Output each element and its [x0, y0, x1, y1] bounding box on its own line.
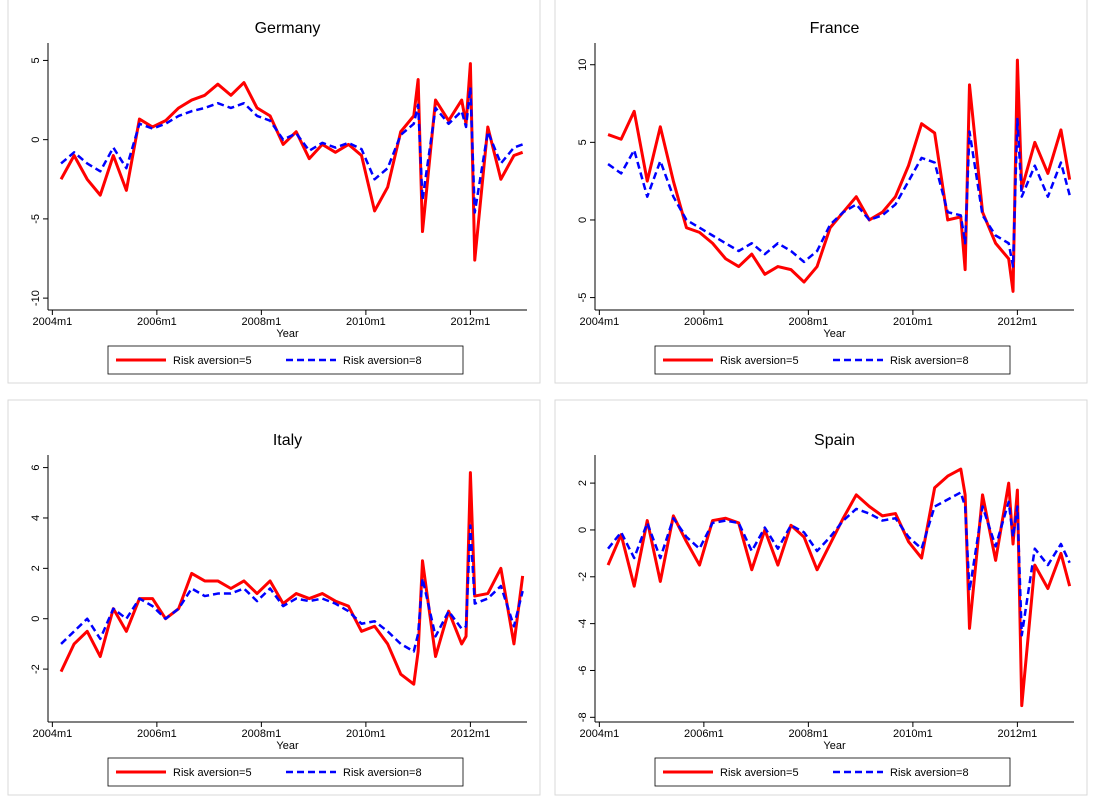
- panel-border: [554, 0, 1088, 384]
- x-tick-label: 2004m1: [32, 316, 72, 328]
- y-tick-label: 0: [577, 527, 589, 533]
- y-tick-label: -5: [30, 214, 42, 224]
- legend-label: Risk aversion=8: [343, 355, 422, 367]
- y-tick-label: -2: [30, 664, 42, 674]
- x-tick-label: 2012m1: [998, 316, 1038, 328]
- y-tick-label: 2: [577, 480, 589, 486]
- y-tick-label: -10: [30, 290, 42, 306]
- y-tick-label: -4: [577, 619, 589, 629]
- x-tick-label: 2008m1: [241, 728, 281, 740]
- chart-panel: France -5 0 5 10 2004m1 2006m1 2008m1 2010m1 2012…: [554, 0, 1088, 384]
- x-tick-label: 2004m1: [579, 316, 619, 328]
- legend-box: [107, 757, 464, 787]
- chart-panel: Italy -2 0 2 4 6 2004m1 2006m1 2008m1 2010m1 2012m…: [7, 399, 541, 796]
- y-tick-label: 10: [577, 59, 589, 71]
- x-axis-label: Year: [823, 740, 846, 752]
- series-line: [607, 491, 1071, 637]
- legend-label: Risk aversion=5: [173, 355, 252, 367]
- x-tick-label: 2012m1: [451, 316, 491, 328]
- legend-label: Risk aversion=5: [720, 767, 799, 779]
- x-tick-label: 2004m1: [579, 728, 619, 740]
- series-line: [60, 86, 524, 214]
- series-line: [59, 471, 525, 686]
- y-tick-label: 0: [30, 616, 42, 622]
- legend-label: Risk aversion=8: [890, 767, 969, 779]
- y-tick-label: 0: [577, 217, 589, 223]
- x-tick-label: 2008m1: [788, 316, 828, 328]
- y-tick-label: 0: [30, 137, 42, 143]
- x-tick-label: 2012m1: [998, 728, 1038, 740]
- x-tick-label: 2012m1: [451, 728, 491, 740]
- legend-label: Risk aversion=8: [343, 767, 422, 779]
- chart-title: Italy: [273, 432, 302, 449]
- chart-title: Spain: [814, 432, 855, 449]
- y-tick-label: -6: [577, 666, 589, 676]
- series-line: [607, 58, 1072, 293]
- series-line: [607, 117, 1071, 268]
- legend-label: Risk aversion=5: [720, 355, 799, 367]
- chart-title: Germany: [255, 20, 321, 37]
- x-tick-label: 2006m1: [684, 316, 724, 328]
- x-tick-label: 2006m1: [684, 728, 724, 740]
- y-tick-label: 5: [577, 139, 589, 145]
- y-tick-label: 6: [30, 465, 42, 471]
- chart-panel: Germany -10 -5 0 5 2004m1 2006m1 2008m1 2010m1 20…: [7, 0, 541, 384]
- legend-label: Risk aversion=8: [890, 355, 969, 367]
- x-axis-label: Year: [823, 328, 846, 340]
- y-tick-label: 5: [30, 57, 42, 63]
- x-tick-label: 2006m1: [137, 728, 177, 740]
- legend-box: [654, 345, 1011, 375]
- legend-box: [654, 757, 1011, 787]
- x-tick-label: 2008m1: [788, 728, 828, 740]
- y-tick-label: 4: [30, 515, 42, 521]
- x-tick-label: 2004m1: [32, 728, 72, 740]
- panel-border: [7, 399, 541, 796]
- legend-box: [107, 345, 464, 375]
- y-tick-label: -2: [577, 572, 589, 582]
- legend-label: Risk aversion=5: [173, 767, 252, 779]
- series-line: [59, 62, 524, 262]
- x-tick-label: 2010m1: [346, 316, 386, 328]
- y-tick-label: -8: [577, 712, 589, 722]
- y-tick-label: 2: [30, 565, 42, 571]
- x-tick-label: 2008m1: [241, 316, 281, 328]
- y-tick-label: -5: [577, 293, 589, 303]
- chart-panel: Spain -8 -6 -4 -2 0 2 2004m1 2006m1 2008m1 2010m1 2…: [554, 399, 1088, 796]
- x-tick-label: 2010m1: [893, 316, 933, 328]
- x-tick-label: 2010m1: [346, 728, 386, 740]
- panel-border: [554, 399, 1088, 796]
- x-axis-label: Year: [276, 328, 299, 340]
- chart-title: France: [810, 20, 860, 37]
- series-line: [60, 524, 524, 653]
- x-tick-label: 2006m1: [137, 316, 177, 328]
- x-axis-label: Year: [276, 740, 299, 752]
- x-tick-label: 2010m1: [893, 728, 933, 740]
